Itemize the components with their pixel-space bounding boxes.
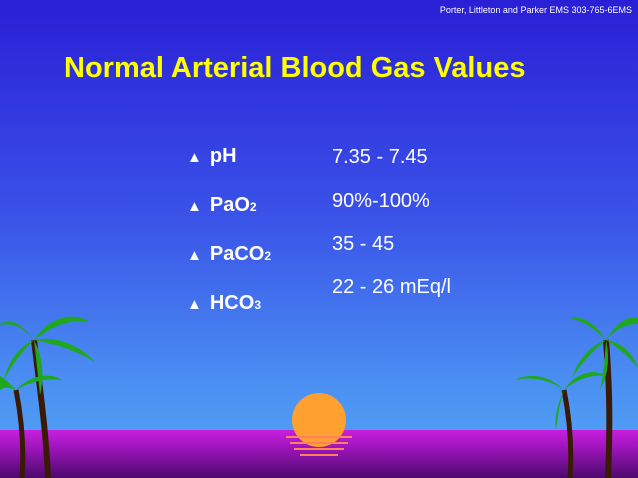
sun-reflection: [300, 454, 338, 456]
param-label: pH: [209, 145, 237, 167]
param-label: PaCO: [209, 243, 265, 265]
value-hco3: 22 - 26 mEq/l: [332, 276, 451, 298]
triangle-bullet-icon: ▲: [187, 198, 202, 215]
triangle-bullet-icon: ▲: [187, 247, 202, 264]
value-pao2: 90%-100%: [332, 190, 430, 212]
param-hco3: ▲ HCO 3: [187, 292, 261, 314]
param-label: HCO: [209, 292, 255, 314]
param-ph: ▲ pH: [187, 145, 237, 168]
param-paco2: ▲ PaCO 2: [187, 243, 272, 265]
value-ph: 7.35 - 7.45: [332, 146, 428, 168]
palm-tree-icon: [0, 316, 95, 478]
triangle-bullet-icon: ▲: [187, 296, 202, 313]
credit-text: Porter, Littleton and Parker EMS 303-765…: [439, 5, 632, 15]
param-label: PaO: [209, 194, 250, 216]
triangle-bullet-icon: ▲: [187, 149, 202, 166]
slide-title: Normal Arterial Blood Gas Values: [64, 52, 526, 84]
sun-reflection: [290, 442, 348, 444]
palm-tree-icon: [515, 317, 638, 478]
sunset-icon: [292, 393, 346, 447]
param-pao2: ▲ PaO 2: [187, 194, 257, 216]
sun-reflection: [294, 448, 344, 450]
value-paco2: 35 - 45: [332, 233, 395, 255]
sun-reflection: [286, 436, 352, 438]
